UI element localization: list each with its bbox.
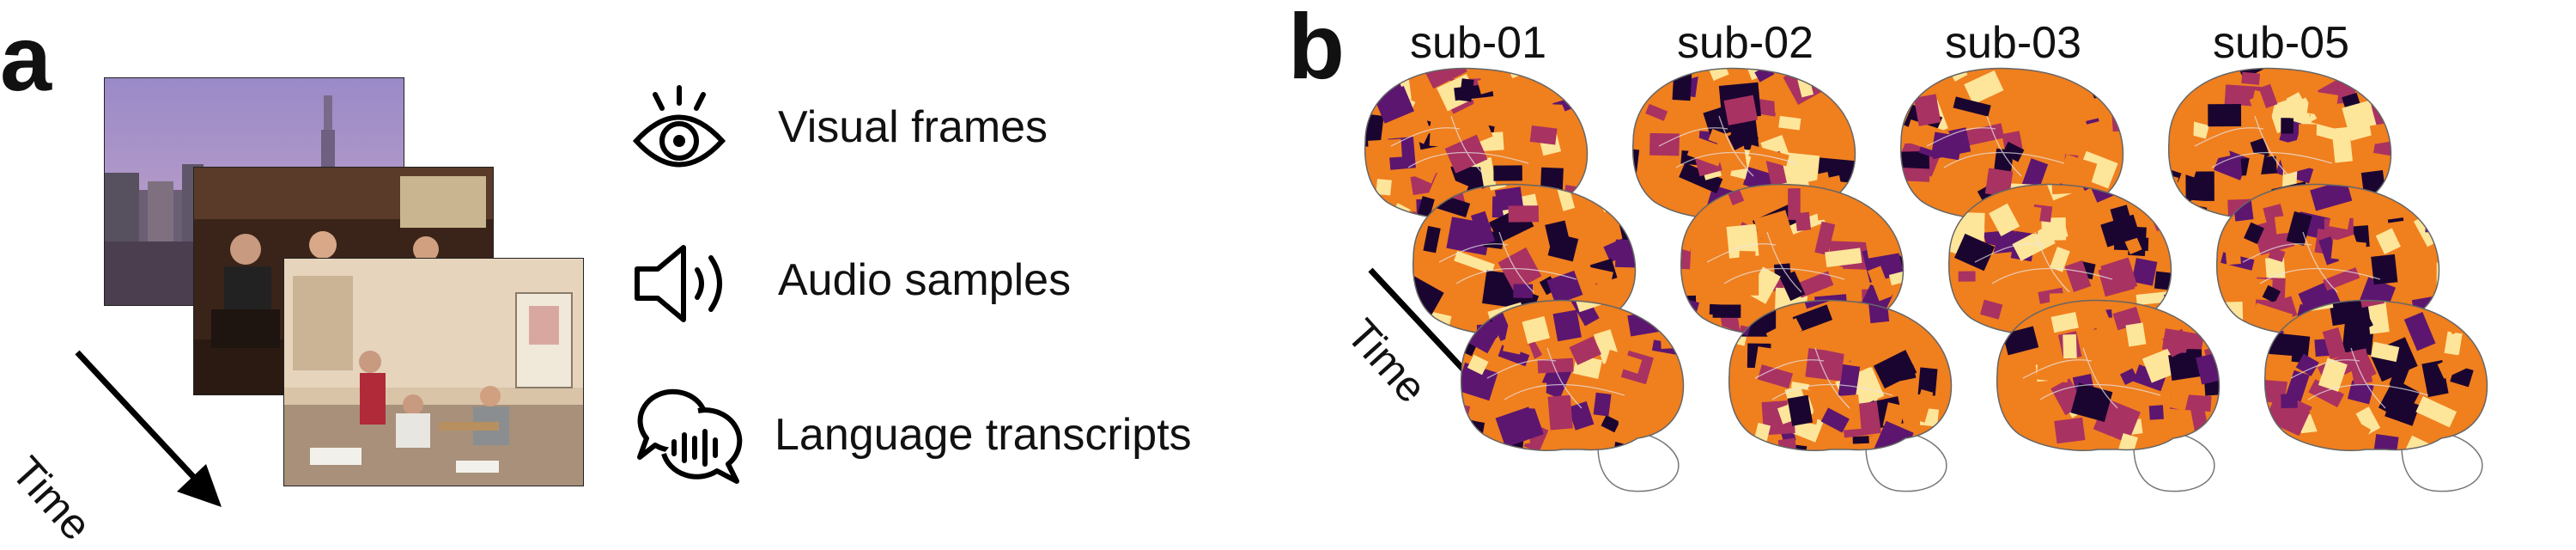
subject-label-sub-05: sub-05 xyxy=(2213,18,2349,68)
speaker-icon xyxy=(635,245,722,322)
brain-map-sub-02-t3 xyxy=(1728,299,1953,492)
modality-label-visual: Visual frames xyxy=(778,102,1048,152)
eye-icon xyxy=(632,85,726,168)
subject-label-sub-03: sub-03 xyxy=(1945,18,2081,68)
subject-label-sub-02: sub-02 xyxy=(1677,18,1814,68)
modality-label-language: Language transcripts xyxy=(775,410,1192,460)
brain-maps-grid xyxy=(1364,67,2488,492)
brain-map-sub-05-t3 xyxy=(2263,299,2488,492)
panel-b-letter: b xyxy=(1288,0,1345,98)
modality-label-audio: Audio samples xyxy=(778,255,1072,305)
panel-a-letter: a xyxy=(0,6,52,110)
subject-label-sub-01: sub-01 xyxy=(1410,18,1546,68)
speech-bubbles-icon xyxy=(637,388,743,484)
time-arrow-a xyxy=(75,350,222,507)
video-frame-apartment-scene xyxy=(283,258,584,486)
